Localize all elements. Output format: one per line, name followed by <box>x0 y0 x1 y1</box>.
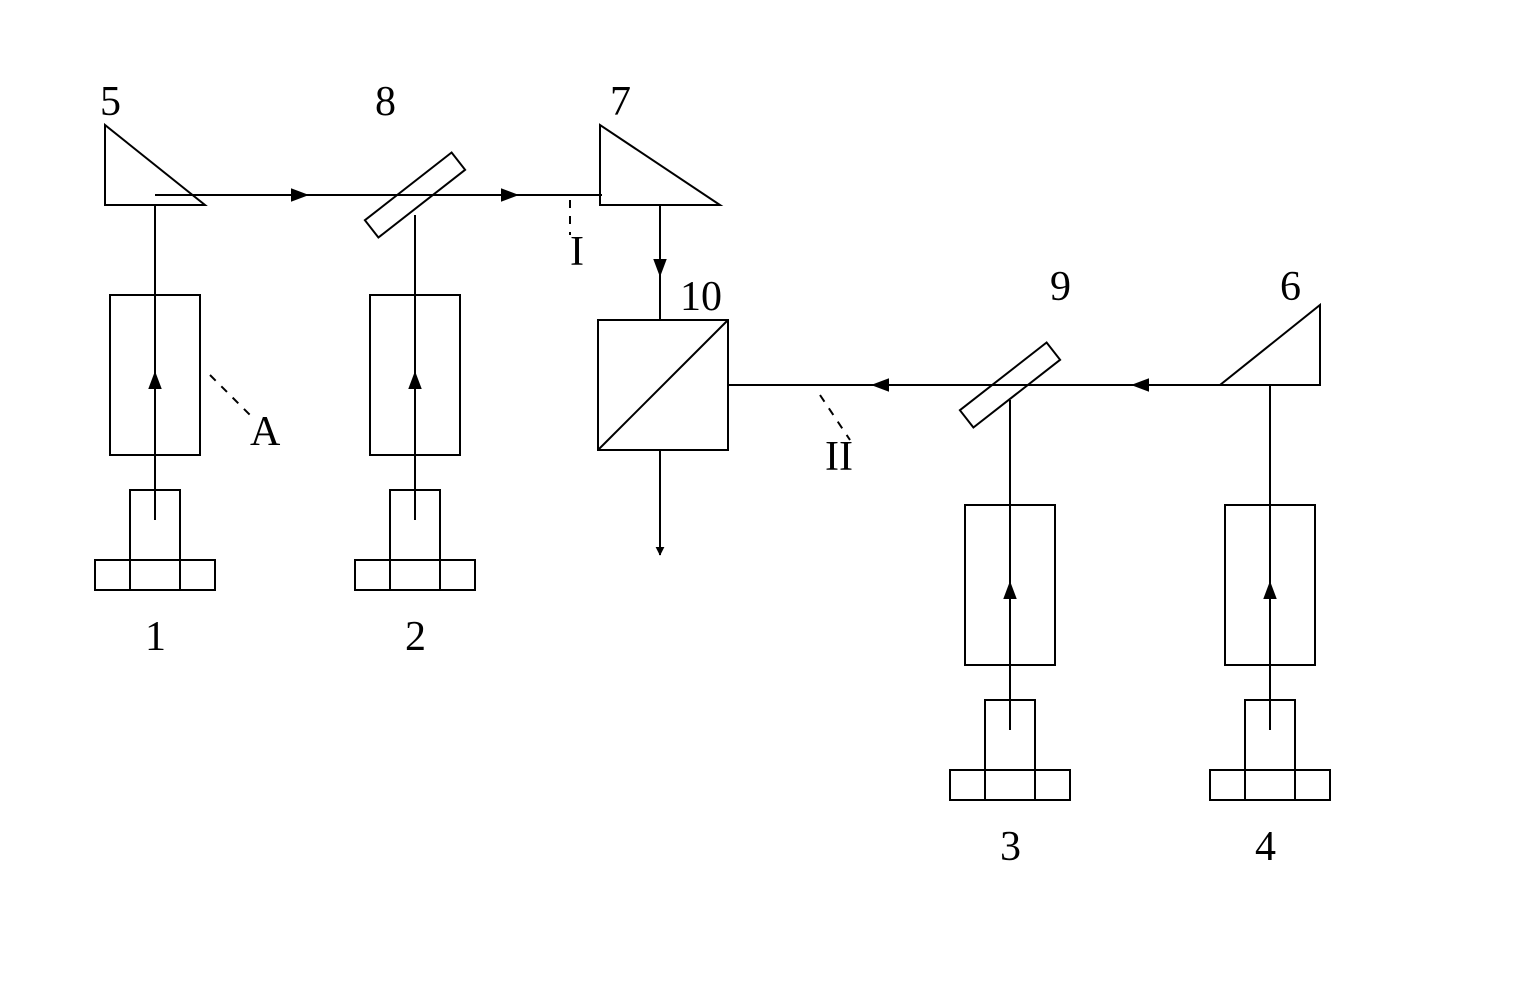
label-9: 9 <box>1050 264 1071 310</box>
label-6: 6 <box>1280 264 1301 310</box>
label-I: I <box>570 229 584 275</box>
label-5: 5 <box>100 79 121 125</box>
cube-10 <box>598 320 728 450</box>
label-II: II <box>825 434 853 480</box>
label-10: 10 <box>680 274 722 320</box>
label-A: A <box>250 409 281 455</box>
label-8: 8 <box>375 79 396 125</box>
prism-6 <box>1220 305 1320 385</box>
label-1: 1 <box>145 614 166 660</box>
label-4: 4 <box>1255 824 1276 870</box>
label-3: 3 <box>1000 824 1021 870</box>
leader-A <box>210 375 250 415</box>
label-7: 7 <box>610 79 631 125</box>
label-2: 2 <box>405 614 426 660</box>
prism-7 <box>600 125 720 205</box>
prism-5 <box>105 125 205 205</box>
